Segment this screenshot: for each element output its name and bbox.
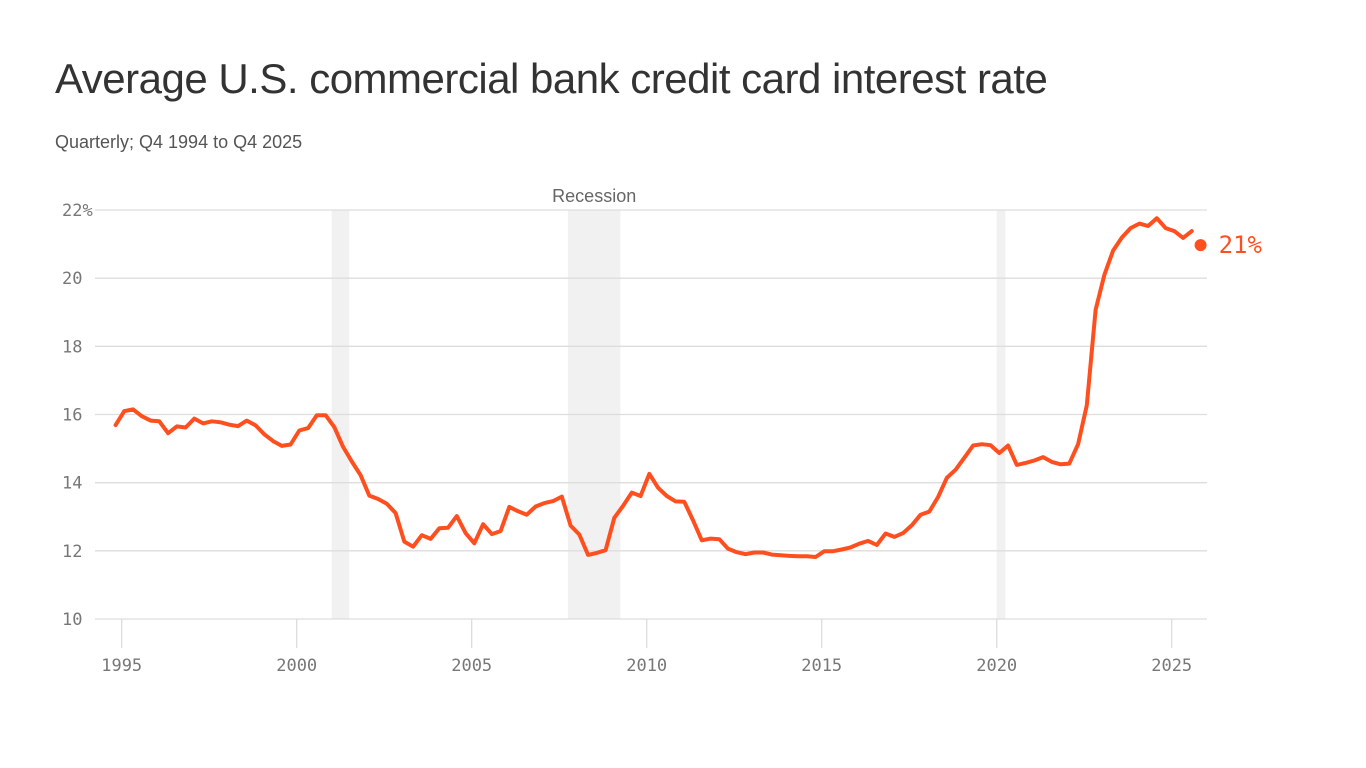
- chart-subtitle: Quarterly; Q4 1994 to Q4 2025: [55, 132, 303, 152]
- series-line: [113, 216, 1194, 559]
- chart-title: Average U.S. commercial bank credit card…: [55, 55, 1048, 102]
- x-tick-label: 1995: [101, 656, 142, 676]
- y-tick-label: 10: [62, 610, 82, 630]
- gridlines: [95, 209, 1207, 620]
- y-axis: 22% 20 18 16 14 12 10: [62, 201, 93, 630]
- y-tick-label: 12: [62, 542, 82, 562]
- x-tick-label: 2005: [451, 656, 492, 676]
- x-tick-label: 2000: [276, 656, 317, 676]
- end-value-label: 21%: [1219, 231, 1263, 259]
- y-tick-label: 16: [62, 406, 82, 426]
- x-axis: 1995 2000 2005 2010 2015 2020 2025: [101, 619, 1192, 676]
- y-tick-label: 14: [62, 474, 82, 494]
- data-points: [115, 218, 1201, 557]
- y-tick-label: 22%: [62, 201, 93, 221]
- x-tick-label: 2020: [976, 656, 1017, 676]
- end-point-marker: [1194, 239, 1207, 252]
- recession-label: Recession: [552, 186, 636, 206]
- x-tick-label: 2025: [1151, 656, 1192, 676]
- y-tick-label: 18: [62, 337, 82, 357]
- x-tick-label: 2015: [801, 656, 842, 676]
- x-tick-label: 2010: [626, 656, 667, 676]
- y-tick-label: 20: [62, 269, 82, 289]
